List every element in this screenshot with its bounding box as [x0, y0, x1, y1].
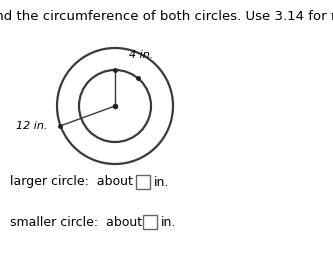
Text: 12 in.: 12 in. — [16, 121, 47, 131]
Text: smaller circle:  about: smaller circle: about — [10, 215, 142, 229]
Bar — [136, 175, 150, 189]
Text: Find the circumference of both circles. Use 3.14 for π .: Find the circumference of both circles. … — [0, 10, 333, 23]
Text: in.: in. — [154, 176, 169, 188]
Text: 4 in.: 4 in. — [129, 50, 153, 60]
Text: larger circle:  about: larger circle: about — [10, 176, 133, 188]
Bar — [143, 215, 157, 229]
Text: in.: in. — [161, 215, 176, 229]
